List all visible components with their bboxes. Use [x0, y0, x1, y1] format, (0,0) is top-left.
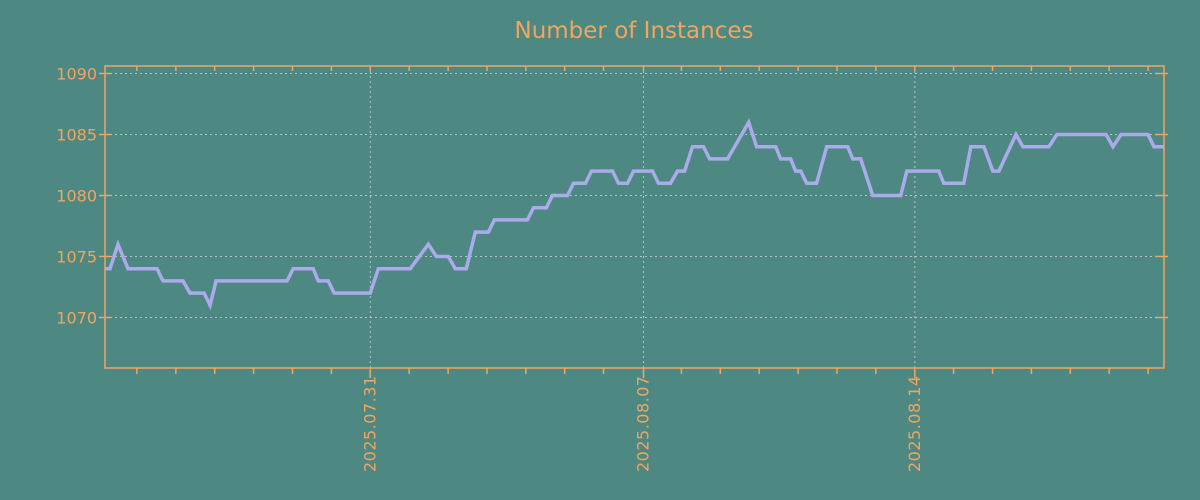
y-axis-label: 1075	[56, 248, 97, 267]
plot-border	[104, 65, 1165, 369]
x-axis-label: 2025.08.07	[634, 375, 653, 472]
vertical-gridlines	[369, 66, 916, 368]
y-axis-label: 1080	[56, 187, 97, 206]
y-axis-label: 1070	[56, 309, 97, 328]
x-axis-label-group: 2025.08.14	[905, 375, 924, 472]
plot-border-rect	[104, 65, 1165, 369]
y-axis-label: 1085	[56, 126, 97, 145]
chart-title: Number of Instances	[515, 18, 754, 44]
x-axis-label: 2025.07.31	[360, 375, 379, 472]
data-line	[105, 118, 1164, 311]
y-axis-label: 1090	[56, 65, 97, 84]
x-axis-labels: 2025.07.31 2025.08.07 2025.08.14	[360, 375, 924, 472]
axis-ticks	[99, 66, 1168, 378]
y-axis-labels: 1070 1075 1080 1085 1090	[56, 65, 97, 328]
series-instances-line	[105, 118, 1164, 311]
x-axis-label: 2025.08.14	[905, 375, 924, 472]
x-axis-label-group: 2025.08.07	[634, 375, 653, 472]
x-axis-label-group: 2025.07.31	[360, 375, 379, 472]
horizontal-gridlines	[105, 73, 1164, 318]
